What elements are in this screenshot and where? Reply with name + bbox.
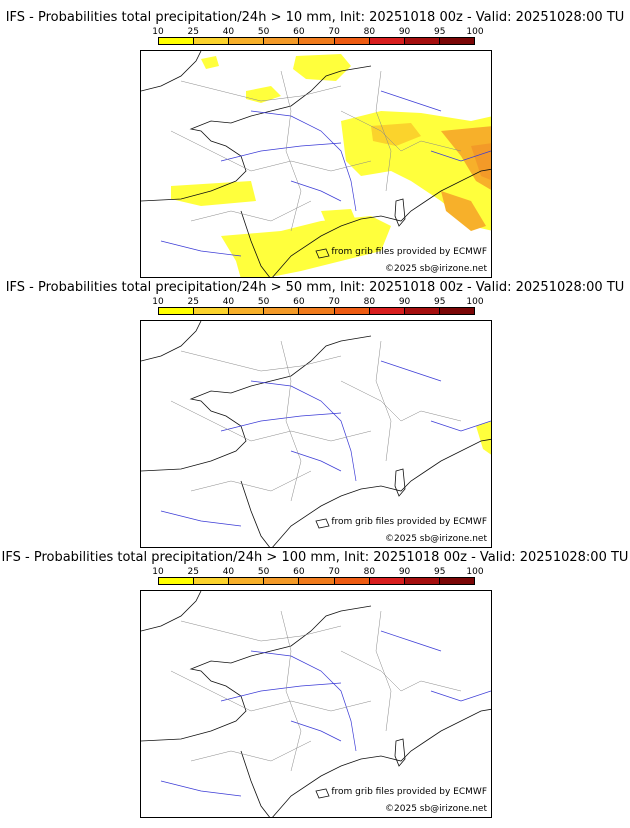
colorbar-segment <box>229 38 265 44</box>
source-credit: from grib files provided by ECMWF <box>331 787 487 797</box>
copyright-credit: ©2025 sb@irizone.net <box>385 264 487 274</box>
probability-map: from grib files provided by ECMWF ©2025 … <box>140 590 492 818</box>
probability-map: from grib files provided by ECMWF ©2025 … <box>140 50 492 278</box>
colorbar-tick-label: 10 <box>152 297 164 307</box>
colorbar-tick-label: 50 <box>257 27 270 37</box>
colorbar-segment <box>229 308 265 314</box>
colorbar-segment <box>369 308 405 314</box>
borders <box>170 70 462 232</box>
rivers <box>160 630 491 797</box>
colorbar-segment <box>439 308 474 314</box>
colorbar-tick-label: 25 <box>187 297 199 307</box>
panel-50mm: IFS - Probabilities total precipitation/… <box>0 280 630 550</box>
colorbar-tick-label: 60 <box>293 567 305 577</box>
colorbar <box>158 307 475 315</box>
precip-areas <box>171 54 491 277</box>
coastlines <box>141 321 491 547</box>
colorbar-ticks: 10 25 40 50 60 70 80 90 95 100 <box>152 567 483 577</box>
colorbar-segment <box>404 308 440 314</box>
colorbar-tick-label: 50 <box>257 297 270 307</box>
colorbar-tick-label: 100 <box>466 297 484 307</box>
colorbar-tick-label: 60 <box>293 297 305 307</box>
colorbar-tick-label: 80 <box>363 567 376 577</box>
colorbar-segment <box>264 578 300 584</box>
panel-title: IFS - Probabilities total precipitation/… <box>5 280 625 295</box>
colorbar-segment <box>194 578 230 584</box>
colorbar-tick-label: 10 <box>152 27 164 37</box>
colorbar-tick-label: 90 <box>398 27 411 37</box>
panel-100mm: IFS - Probabilities total precipitation/… <box>0 550 630 820</box>
colorbar-tick-label: 100 <box>466 567 484 577</box>
colorbar <box>158 577 475 585</box>
probability-map: from grib files provided by ECMWF ©2025 … <box>140 320 492 548</box>
map-svg <box>141 591 491 817</box>
colorbar-tick-label: 95 <box>434 567 446 577</box>
colorbar-tick-label: 80 <box>363 297 376 307</box>
colorbar-segment <box>439 578 474 584</box>
source-credit: from grib files provided by ECMWF <box>331 247 487 257</box>
colorbar-segment <box>229 578 265 584</box>
colorbar-segment <box>299 38 335 44</box>
colorbar-tick-label: 40 <box>222 297 235 307</box>
colorbar-segment <box>299 308 335 314</box>
colorbar-tick-label: 80 <box>363 27 376 37</box>
colorbar-segment <box>334 308 370 314</box>
colorbar-segment <box>194 308 230 314</box>
colorbar-segment <box>334 578 370 584</box>
colorbar-segment <box>194 38 230 44</box>
map-svg <box>141 51 491 277</box>
colorbar <box>158 37 475 45</box>
colorbar-tick-label: 100 <box>466 27 484 37</box>
colorbar-segment <box>299 578 335 584</box>
colorbar-ticks: 10 25 40 50 60 70 80 90 95 100 <box>152 27 483 37</box>
colorbar-tick-label: 10 <box>152 567 164 577</box>
colorbar-tick-label: 40 <box>222 567 235 577</box>
panel-title: IFS - Probabilities total precipitation/… <box>1 550 629 565</box>
colorbar-tick-label: 25 <box>187 27 199 37</box>
colorbar-segment <box>334 38 370 44</box>
colorbar-segment <box>264 38 300 44</box>
colorbar-segment <box>404 578 440 584</box>
colorbar-ticks: 10 25 40 50 60 70 80 90 95 100 <box>152 297 483 307</box>
rivers <box>160 90 491 257</box>
colorbar-segment <box>369 38 405 44</box>
colorbar-tick-label: 90 <box>398 567 411 577</box>
colorbar-segment <box>439 38 474 44</box>
borders <box>170 610 462 772</box>
source-credit: from grib files provided by ECMWF <box>331 517 487 527</box>
colorbar-tick-label: 90 <box>398 297 411 307</box>
borders <box>170 340 462 502</box>
coastlines <box>141 51 491 277</box>
colorbar-segment <box>159 308 195 314</box>
colorbar-segment <box>404 38 440 44</box>
panel-10mm: IFS - Probabilities total precipitation/… <box>0 10 630 280</box>
colorbar-tick-label: 70 <box>328 27 340 37</box>
precip-areas <box>476 421 491 455</box>
colorbar-segment <box>369 578 405 584</box>
copyright-credit: ©2025 sb@irizone.net <box>385 804 487 814</box>
colorbar-tick-label: 95 <box>434 297 446 307</box>
map-svg <box>141 321 491 547</box>
colorbar-segment <box>159 578 195 584</box>
colorbar-tick-label: 40 <box>222 27 235 37</box>
colorbar-segment <box>264 308 300 314</box>
copyright-credit: ©2025 sb@irizone.net <box>385 534 487 544</box>
colorbar-tick-label: 70 <box>328 567 340 577</box>
colorbar-tick-label: 70 <box>328 297 340 307</box>
colorbar-tick-label: 95 <box>434 27 446 37</box>
coastlines <box>141 591 491 817</box>
rivers <box>160 360 491 527</box>
colorbar-tick-label: 60 <box>293 27 305 37</box>
colorbar-tick-label: 50 <box>257 567 270 577</box>
colorbar-tick-label: 25 <box>187 567 199 577</box>
colorbar-segment <box>159 38 195 44</box>
panel-title: IFS - Probabilities total precipitation/… <box>5 10 625 25</box>
